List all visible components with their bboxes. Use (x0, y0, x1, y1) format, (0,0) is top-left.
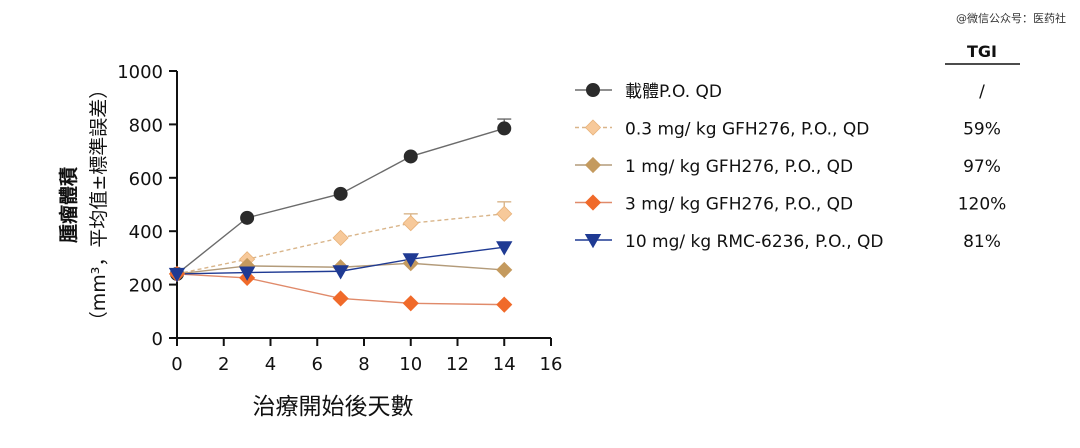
data-point (332, 265, 349, 280)
tgi-header: TGI (967, 42, 997, 61)
data-point (496, 296, 513, 313)
legend-tgi-value: 81% (963, 232, 1001, 252)
x-tick-label: 0 (171, 354, 182, 375)
legend-marker (584, 194, 602, 211)
data-point (496, 205, 513, 222)
legend-marker (584, 156, 602, 174)
x-tick-label: 2 (218, 354, 229, 375)
legend-marker (584, 119, 602, 136)
legend: 載體P.O. QD / 0.3 mg/ kg GFH276, P.O., QD 59%… (575, 82, 1006, 252)
data-point (497, 121, 512, 136)
legend-label: 0.3 mg/ kg GFH276, P.O., QD (625, 120, 869, 140)
series-error-bars (403, 118, 512, 224)
y-axis-label-main: 腫瘤體積 (57, 167, 80, 243)
y-tick-label: 0 (152, 329, 163, 350)
x-tick-label: 10 (399, 354, 422, 375)
data-point (496, 261, 513, 278)
y-tick-label: 200 (129, 276, 163, 297)
data-point (403, 149, 418, 164)
data-point (332, 290, 349, 307)
y-tick-label: 800 (129, 115, 163, 136)
data-point (402, 253, 419, 268)
x-axis-label: 治療開始後天數 (253, 394, 414, 420)
legend-tgi-value: / (979, 82, 985, 102)
legend-marker (584, 233, 602, 249)
data-point (402, 215, 419, 232)
x-tick-label: 6 (312, 354, 323, 375)
watermark: @微信公众号：医药社 (956, 12, 1066, 25)
legend-tgi-value: 120% (958, 195, 1007, 215)
x-tick-label: 4 (265, 354, 276, 375)
axes: 0 2 4 6 8 10 12 14 16 0 200 400 600 800 1000 (117, 62, 562, 375)
data-point (333, 186, 348, 201)
x-tick-label: 12 (446, 354, 469, 375)
legend-label: 載體P.O. QD (625, 82, 722, 102)
legend-tgi-value: 59% (963, 120, 1001, 140)
data-point (332, 229, 349, 246)
data-point (168, 267, 186, 283)
data-point (402, 295, 419, 312)
y-axis-label-sub: （mm³，平均值±標準誤差） (88, 80, 110, 331)
data-point (496, 241, 513, 256)
series-markers (168, 121, 513, 313)
y-tick-label: 600 (129, 169, 163, 190)
legend-label: 10 mg/ kg RMC-6236, P.O., QD (625, 232, 884, 252)
legend-label: 3 mg/ kg GFH276, P.O., QD (625, 195, 853, 215)
x-tick-label: 14 (493, 354, 516, 375)
legend-marker (586, 83, 600, 97)
y-tick-label: 1000 (117, 62, 163, 83)
data-point (238, 266, 256, 281)
data-point (240, 210, 255, 225)
x-tick-label: 8 (358, 354, 369, 375)
legend-tgi-value: 97% (963, 157, 1001, 177)
legend-label: 1 mg/ kg GFH276, P.O., QD (625, 157, 853, 177)
series-line (176, 127, 505, 275)
x-tick-label: 16 (540, 354, 563, 375)
y-tick-label: 400 (129, 222, 163, 243)
